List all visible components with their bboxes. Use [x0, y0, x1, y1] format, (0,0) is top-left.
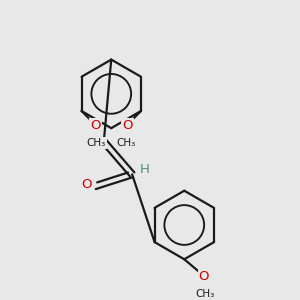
Text: O: O [81, 178, 92, 191]
Text: O: O [199, 270, 209, 283]
Text: CH₃: CH₃ [116, 138, 136, 148]
Text: H: H [87, 138, 97, 151]
Text: CH₃: CH₃ [196, 289, 215, 299]
Text: CH₃: CH₃ [87, 138, 106, 148]
Text: O: O [90, 119, 101, 132]
Text: O: O [122, 119, 133, 132]
Text: H: H [140, 164, 150, 176]
